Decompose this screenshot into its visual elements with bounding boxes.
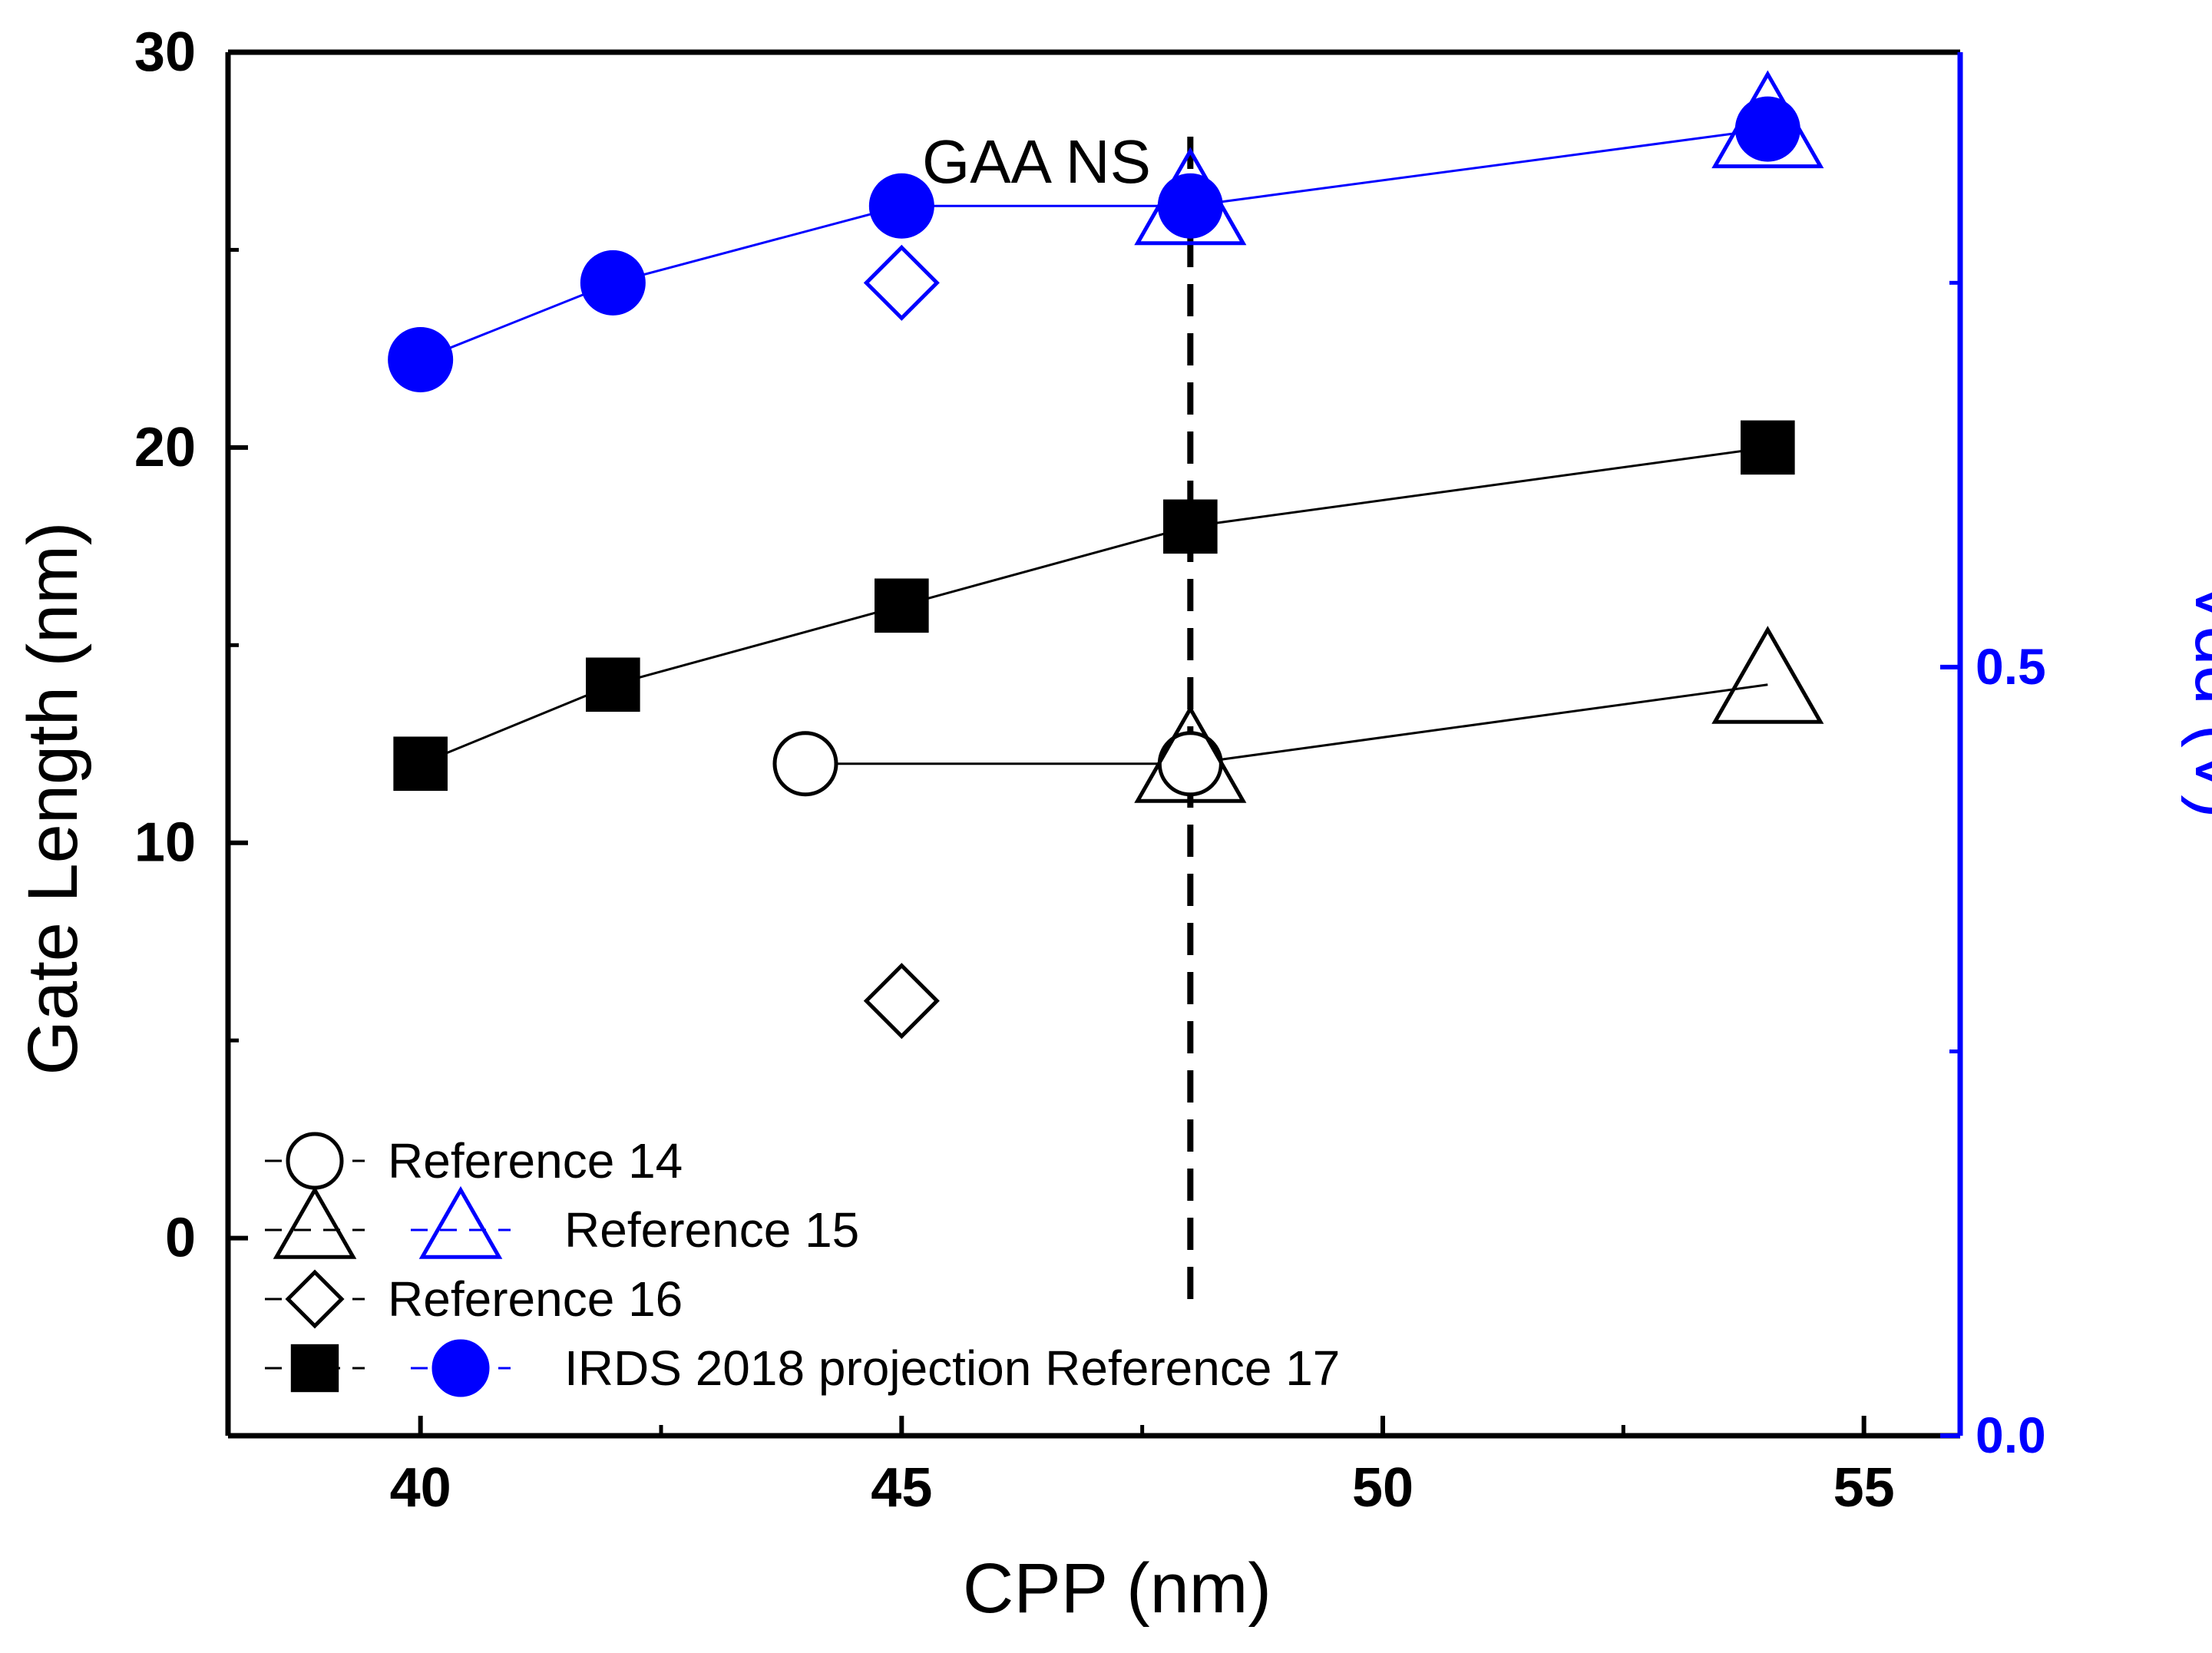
data-point-triangle <box>1134 705 1247 803</box>
data-point-circle <box>1157 173 1223 239</box>
x-tick-label: 45 <box>871 1457 932 1519</box>
series-line-1 <box>1190 683 1768 765</box>
data-point-square <box>875 578 929 633</box>
data-point-square <box>393 736 448 792</box>
legend-entry: Reference 15 <box>265 1185 859 1259</box>
y-right-tick-label: 0.5 <box>1976 638 2046 695</box>
plot-frame <box>225 49 1963 1439</box>
x-tick-label: 55 <box>1833 1457 1895 1519</box>
series-markers <box>388 70 1824 1040</box>
y-right-tick-label: 0.0 <box>1976 1407 2046 1463</box>
data-point-circle <box>868 173 934 239</box>
legend-marker-circle <box>431 1339 490 1397</box>
legend-label: Reference 14 <box>388 1133 683 1189</box>
y-left-tick-label: 20 <box>134 417 196 478</box>
y-left-tick-label: 10 <box>134 812 196 874</box>
y-axis-right-title: Vdd (V) <box>2181 579 2212 818</box>
legend-marker-triangle <box>273 1185 357 1259</box>
legend-marker-square <box>290 1344 339 1393</box>
legend-label: IRDS 2018 projection Reference 17 <box>564 1341 1340 1396</box>
x-tick-label: 40 <box>390 1457 451 1519</box>
legend-entry: Reference 16 <box>265 1269 683 1329</box>
legend-entry: Reference 14 <box>265 1132 683 1190</box>
data-point-circle <box>388 326 454 392</box>
y-left-tick-label: 0 <box>165 1208 196 1269</box>
data-point-diamond <box>863 963 940 1040</box>
data-point-square <box>1163 499 1218 554</box>
data-point-circle <box>1734 96 1800 162</box>
x-tick-label: 50 <box>1352 1457 1413 1519</box>
y-left-tick-label: 30 <box>134 21 196 83</box>
gaa-ns-annotation: GAA NS <box>922 127 1151 196</box>
data-point-circle <box>772 731 838 797</box>
x-axis-title: CPP (nm) <box>963 1549 1271 1628</box>
data-point-triangle <box>1711 626 1824 724</box>
data-point-circle <box>580 250 646 316</box>
series-line-5 <box>420 446 1768 765</box>
legend: Reference 14 Reference 15 Reference 16 IRDS… <box>265 1132 1340 1397</box>
data-point-square <box>586 657 640 712</box>
legend-entry: IRDS 2018 projection Reference 17 <box>265 1339 1340 1397</box>
legend-label: Reference 16 <box>388 1271 683 1327</box>
y-axis-left-title: Gate Length (nm) <box>14 521 92 1075</box>
legend-marker-diamond <box>285 1269 345 1329</box>
data-point-square <box>1741 420 1795 475</box>
legend-marker-circle <box>286 1132 344 1190</box>
legend-label: Reference 15 <box>564 1202 859 1258</box>
axis-ticks: 40 45 50 55 0 10 20 30 0.0 0.5 <box>134 21 2046 1519</box>
legend-marker-triangle <box>418 1185 503 1259</box>
data-point-diamond <box>863 244 940 321</box>
